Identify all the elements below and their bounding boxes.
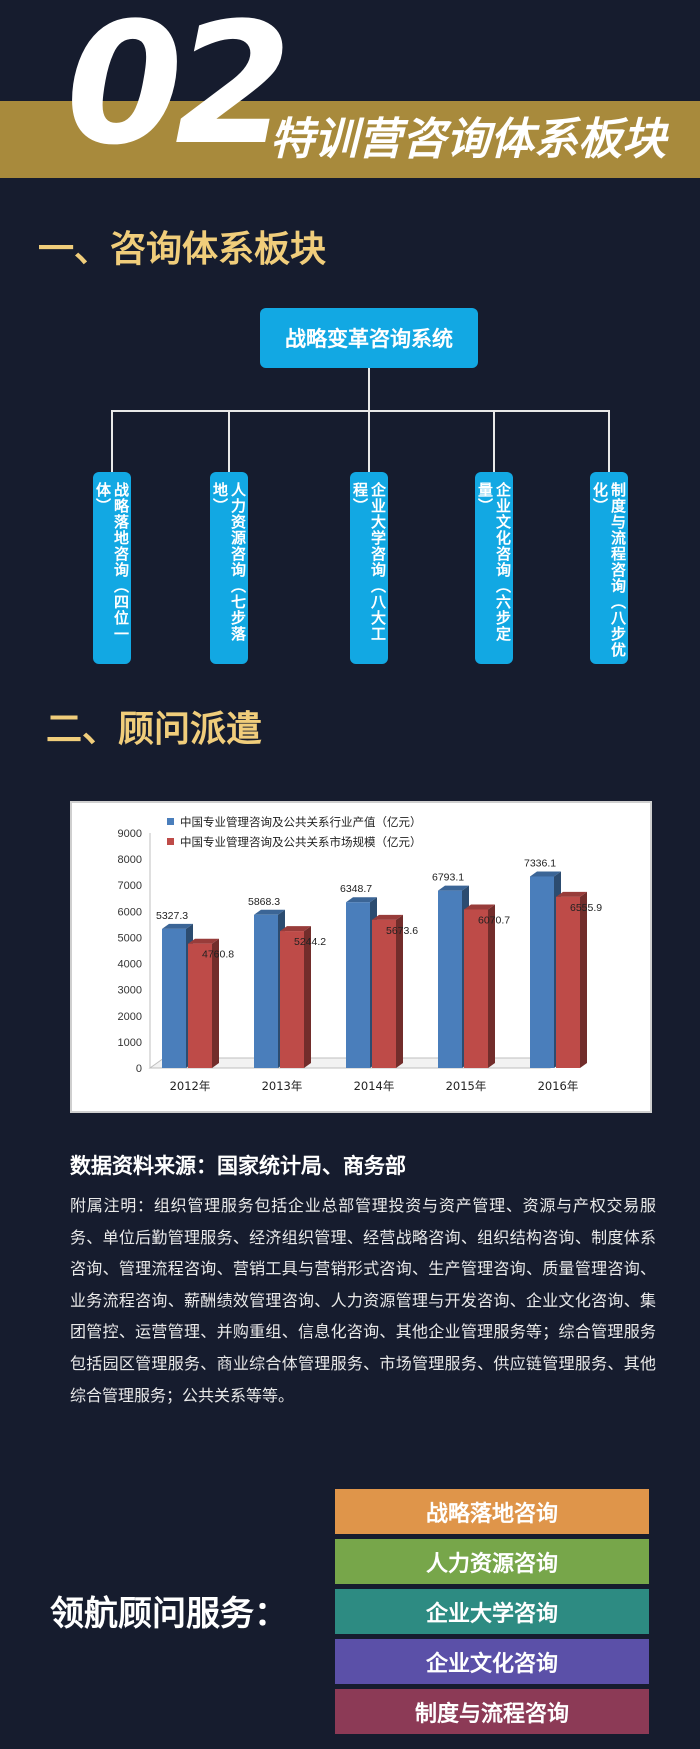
section-title-consulting-system: 一、咨询体系板块 (38, 229, 327, 270)
bar (464, 909, 488, 1068)
section-number: 02 (66, 0, 292, 182)
org-root-label: 战略变革咨询系统 (285, 327, 453, 351)
y-tick-label: 7000 (118, 880, 142, 892)
bar (254, 914, 278, 1068)
bar-top (280, 926, 311, 932)
legend-swatch (167, 838, 174, 845)
bar-top (438, 885, 469, 891)
y-tick-label: 9000 (118, 828, 142, 840)
section-title-consultant-dispatch: 二、顾问派遣 (46, 709, 263, 750)
bar-chart-frame: 0 1000 2000 3000 4000 5000 6000 7000 8000 9000 中国专… (70, 801, 652, 1113)
data-label: 6348.7 (340, 883, 372, 895)
bar (438, 890, 462, 1068)
tree-connector-horizontal (111, 410, 610, 412)
data-source-label: 数据资料来源：国家统计局、商务部 (70, 1154, 406, 1178)
y-tick-label: 0 (136, 1063, 142, 1075)
org-branch-node: 战略落地咨询（四位一体） (93, 472, 131, 664)
bar-side (488, 904, 495, 1068)
legend-swatch (167, 818, 174, 825)
y-tick-label: 6000 (118, 906, 142, 918)
org-branch-node: 人力资源咨询（七步落地） (210, 472, 248, 664)
bar-top (464, 904, 495, 910)
org-root-node: 战略变革咨询系统 (260, 308, 478, 368)
tree-connector-branch (111, 410, 113, 472)
bar-side (212, 938, 219, 1068)
tree-connector-branch (368, 410, 370, 472)
service-item: 战略落地咨询 (335, 1489, 649, 1534)
legend-label: 中国专业管理咨询及公共关系行业产值（亿元） (180, 815, 422, 829)
x-tick-label: 2014年 (354, 1079, 395, 1093)
services-heading: 领航顾问服务： (50, 1594, 288, 1634)
org-branch-label: 战略落地咨询（四位一体） (94, 482, 130, 642)
y-tick-label: 3000 (118, 985, 142, 997)
data-label: 5244.2 (294, 936, 326, 948)
service-item: 企业文化咨询 (335, 1639, 649, 1684)
bar-top (556, 891, 587, 897)
bar-chart: 0 1000 2000 3000 4000 5000 6000 7000 8000 9000 中国专… (118, 815, 603, 1093)
y-tick-label: 1000 (118, 1037, 142, 1049)
bar (188, 943, 212, 1068)
data-label: 5673.6 (386, 925, 418, 937)
data-label: 7336.1 (524, 857, 556, 869)
bar (372, 919, 396, 1068)
tree-connector-vertical (368, 368, 370, 411)
x-tick-label: 2012年 (170, 1079, 211, 1093)
bar-side (304, 926, 311, 1068)
page-title: 特训营咨询体系板块 (270, 114, 666, 165)
org-branch-label: 人力资源咨询（七步落地） (211, 482, 247, 642)
org-branch-label: 企业文化咨询（六步定量） (476, 482, 512, 642)
data-label: 6070.7 (478, 914, 510, 926)
y-tick-label: 2000 (118, 1011, 142, 1023)
bar-side (580, 891, 587, 1068)
y-tick-label: 4000 (118, 959, 142, 971)
legend-label: 中国专业管理咨询及公共关系市场规模（亿元） (180, 835, 422, 849)
bar (162, 928, 186, 1068)
tree-connector-branch (608, 410, 610, 472)
tree-connector-branch (493, 410, 495, 472)
x-tick-label: 2015年 (446, 1079, 487, 1093)
service-item: 制度与流程咨询 (335, 1689, 649, 1734)
org-branch-label: 制度与流程咨询（八步优化） (591, 482, 627, 658)
footnote-text: 附属注明：组织管理服务包括企业总部管理投资与资产管理、资源与产权交易服务、单位后… (70, 1196, 656, 1405)
bar-top (346, 897, 377, 903)
bar-top (530, 871, 561, 877)
data-label: 5868.3 (248, 896, 280, 908)
bar-side (396, 914, 403, 1068)
bar (556, 896, 580, 1068)
data-label: 6793.1 (432, 872, 464, 884)
data-label: 6555.9 (570, 902, 602, 914)
org-branch-node: 制度与流程咨询（八步优化） (590, 472, 628, 664)
service-item: 企业大学咨询 (335, 1589, 649, 1634)
data-label: 5327.3 (156, 910, 188, 922)
bar-top (372, 914, 403, 920)
org-branch-node: 企业文化咨询（六步定量） (475, 472, 513, 664)
x-tick-label: 2013年 (262, 1079, 303, 1093)
bar-top (162, 923, 193, 929)
y-tick-label: 5000 (118, 932, 142, 944)
x-tick-label: 2016年 (538, 1079, 579, 1093)
tree-connector-branch (228, 410, 230, 472)
org-branch-label: 企业大学咨询（八大工程） (351, 482, 387, 642)
y-tick-label: 8000 (118, 854, 142, 866)
data-label: 4760.8 (202, 949, 234, 961)
bar (346, 902, 370, 1068)
header-band (0, 101, 700, 178)
bar-top (254, 909, 285, 915)
bar (280, 931, 304, 1068)
bar-top (188, 938, 219, 944)
service-item: 人力资源咨询 (335, 1539, 649, 1584)
bar (530, 876, 554, 1068)
org-branch-node: 企业大学咨询（八大工程） (350, 472, 388, 664)
